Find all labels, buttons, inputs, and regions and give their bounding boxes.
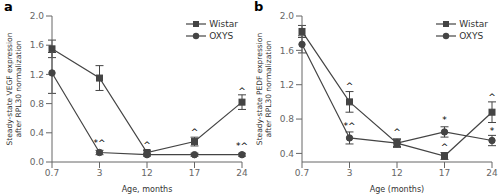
svg-text:*: * bbox=[490, 126, 492, 136]
svg-text:1.6: 1.6 bbox=[280, 46, 295, 56]
svg-text:0.7: 0.7 bbox=[45, 168, 59, 178]
svg-text:0.0: 0.0 bbox=[30, 157, 45, 167]
svg-text:Age (months): Age (months) bbox=[370, 185, 424, 194]
svg-text:0.4: 0.4 bbox=[280, 149, 295, 159]
svg-text:3: 3 bbox=[97, 168, 103, 178]
svg-text:0.4: 0.4 bbox=[30, 128, 45, 138]
svg-text:^: ^ bbox=[143, 140, 151, 150]
svg-text:Steady-state VEGF expressionaf: Steady-state VEGF expressionafter RPL30 … bbox=[8, 32, 23, 145]
svg-text:2.0: 2.0 bbox=[280, 11, 295, 21]
svg-text:0.8: 0.8 bbox=[30, 99, 45, 109]
html-text:a: a bbox=[4, 0, 13, 14]
html-text:Wistar: Wistar bbox=[209, 19, 238, 29]
svg-text:Age, months: Age, months bbox=[122, 185, 173, 194]
svg-text:Steady-state PEDF expressionaf: Steady-state PEDF expressionafter RPL30 … bbox=[255, 33, 273, 146]
html-text:Wistar: Wistar bbox=[459, 19, 488, 29]
svg-text:*^: *^ bbox=[93, 138, 105, 148]
html-text:OXYS: OXYS bbox=[459, 31, 484, 41]
svg-text:^: ^ bbox=[238, 86, 246, 96]
svg-text:*: * bbox=[442, 115, 447, 125]
svg-text:^: ^ bbox=[441, 142, 449, 152]
svg-text:*^: *^ bbox=[343, 121, 355, 131]
html-text:b: b bbox=[254, 0, 264, 14]
svg-text:12: 12 bbox=[141, 168, 152, 178]
svg-text:1.6: 1.6 bbox=[30, 40, 45, 50]
svg-text:17: 17 bbox=[439, 168, 450, 178]
svg-text:2.0: 2.0 bbox=[30, 11, 45, 21]
svg-text:3: 3 bbox=[347, 168, 353, 178]
svg-text:1.2: 1.2 bbox=[30, 70, 44, 80]
svg-text:*^: *^ bbox=[236, 141, 248, 151]
svg-text:24: 24 bbox=[486, 168, 492, 178]
svg-text:24: 24 bbox=[236, 168, 248, 178]
svg-text:1.2: 1.2 bbox=[280, 80, 294, 90]
svg-text:^: ^ bbox=[191, 127, 199, 137]
svg-text:^: ^ bbox=[488, 92, 492, 102]
svg-text:0.8: 0.8 bbox=[280, 114, 295, 124]
svg-text:0.7: 0.7 bbox=[295, 168, 309, 178]
svg-text:17: 17 bbox=[189, 168, 200, 178]
svg-text:^: ^ bbox=[393, 127, 401, 137]
svg-text:^: ^ bbox=[346, 81, 354, 91]
svg-text:12: 12 bbox=[391, 168, 402, 178]
html-text:OXYS: OXYS bbox=[209, 31, 234, 41]
